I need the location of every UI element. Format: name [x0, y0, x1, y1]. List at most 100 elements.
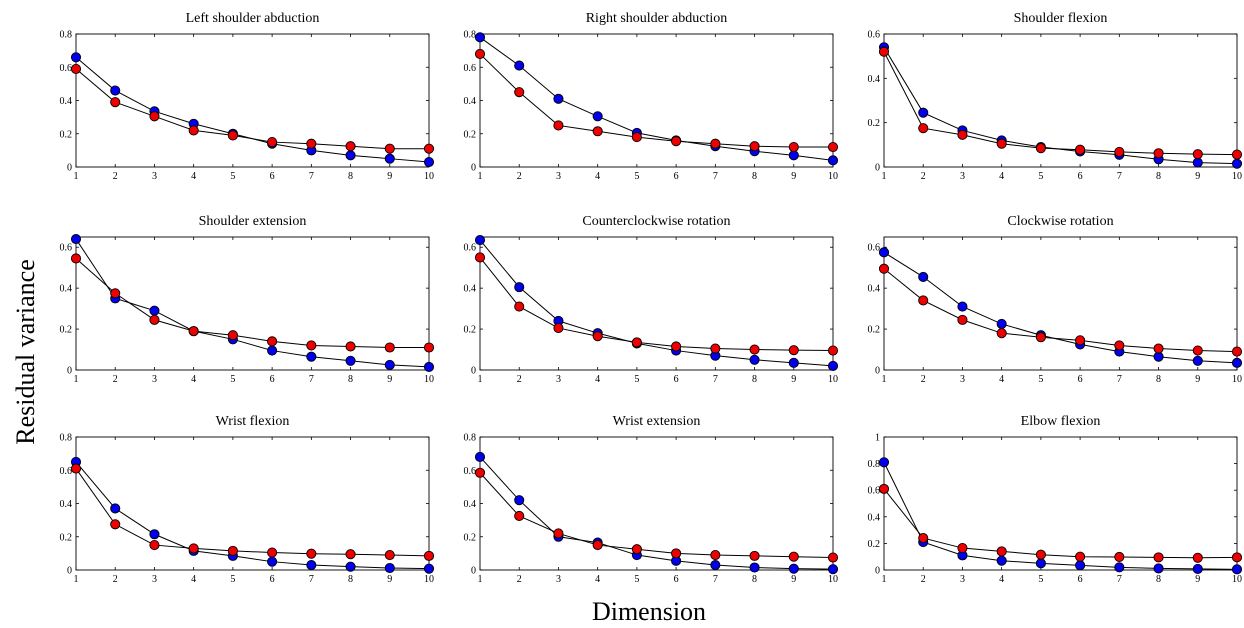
x-tick-label: 3	[152, 374, 157, 385]
data-point-blue	[788, 563, 799, 574]
data-point-red	[423, 342, 435, 353]
data-point-red	[70, 63, 82, 74]
data-point-blue	[423, 563, 435, 574]
y-tick-label: 0.4	[464, 499, 477, 510]
data-point-blue	[1231, 357, 1243, 368]
x-tick-label: 3	[960, 574, 965, 585]
y-tick-label: 0.6	[464, 243, 477, 254]
data-point-blue	[70, 233, 82, 245]
data-point-red	[149, 111, 160, 122]
x-tick-label: 8	[752, 171, 757, 182]
data-point-red	[514, 301, 525, 312]
data-point-blue	[384, 562, 395, 574]
data-point-red	[996, 546, 1007, 557]
x-tick-label: 8	[1156, 171, 1161, 182]
x-tick-label: 5	[1038, 574, 1043, 585]
x-tick-label: 2	[113, 171, 118, 182]
data-point-blue	[514, 60, 525, 71]
x-tick-label: 5	[634, 574, 639, 585]
data-point-red	[384, 342, 395, 353]
series-line-red	[883, 51, 1238, 156]
data-point-red	[110, 97, 121, 108]
data-point-red	[553, 528, 564, 539]
x-tick-label: 3	[556, 574, 561, 585]
y-tick-label: 0.2	[464, 532, 477, 543]
subplot-title: Counterclockwise rotation	[582, 214, 730, 229]
y-tick-label: 0.4	[60, 499, 73, 510]
data-point-red	[423, 550, 435, 561]
y-tick-label: 0.2	[464, 325, 477, 336]
figure-xlabel: Dimension	[592, 597, 706, 626]
data-point-blue	[149, 305, 160, 316]
subplot-title: Shoulder flexion	[1014, 11, 1108, 26]
x-tick-label: 8	[752, 374, 757, 385]
data-point-red	[710, 138, 721, 149]
data-point-red	[1153, 552, 1164, 563]
y-tick-label: 0	[875, 163, 880, 174]
series-line-blue	[75, 238, 430, 368]
y-tick-label: 0	[67, 366, 72, 377]
x-tick-label: 6	[270, 374, 275, 385]
x-tick-label: 2	[113, 374, 118, 385]
data-point-red	[788, 345, 799, 356]
subplot: Left shoulder abduction 1 2 3 4 5 6 7 8 9 10 0 0.2 0.…	[60, 11, 435, 182]
data-point-blue	[423, 156, 435, 168]
x-tick-label: 10	[424, 374, 434, 385]
data-point-red	[188, 543, 199, 554]
data-point-red	[788, 141, 799, 153]
data-point-blue	[1114, 562, 1125, 573]
data-point-blue	[1192, 157, 1203, 168]
subplot-title: Right shoulder abduction	[586, 11, 728, 26]
data-point-red	[878, 46, 890, 57]
data-point-red	[306, 340, 317, 351]
data-point-red	[267, 547, 278, 558]
data-point-blue	[1035, 558, 1046, 569]
x-tick-label: 5	[230, 374, 235, 385]
data-point-red	[514, 510, 525, 522]
series-line-blue	[479, 239, 834, 367]
data-point-blue	[1192, 563, 1203, 574]
data-point-red	[918, 533, 929, 544]
subplot: Counterclockwise rotation 1 2 3 4 5 6 7 8 9 10 0 0.2…	[464, 214, 839, 385]
data-point-blue	[1231, 564, 1243, 575]
data-point-blue	[423, 361, 435, 372]
plot-frame	[479, 236, 834, 371]
y-tick-label: 0.2	[60, 532, 73, 543]
data-point-red	[345, 549, 356, 560]
x-tick-label: 1	[882, 574, 887, 585]
x-tick-label: 5	[230, 574, 235, 585]
data-point-red	[671, 136, 682, 147]
data-point-blue	[474, 32, 486, 43]
data-point-red	[306, 138, 317, 149]
y-tick-label: 0.4	[60, 284, 73, 295]
x-tick-label: 3	[960, 171, 965, 182]
x-tick-label: 3	[960, 374, 965, 385]
data-point-blue	[827, 360, 839, 371]
data-point-blue	[996, 555, 1007, 566]
subplot-title: Shoulder extension	[199, 214, 307, 229]
y-tick-label: 0.8	[464, 30, 477, 41]
y-tick-label: 0.6	[868, 486, 881, 497]
subplot: Wrist flexion 1 2 3 4 5 6 7 8 9 10 0 0.2 0.4 0.6 0.8	[60, 414, 435, 585]
plot-frame	[883, 33, 1238, 168]
data-point-blue	[710, 559, 721, 571]
data-point-red	[1231, 552, 1243, 563]
data-point-blue	[553, 93, 564, 104]
y-tick-label: 0.8	[868, 459, 881, 470]
data-point-red	[514, 87, 525, 98]
data-point-red	[1114, 551, 1125, 563]
y-tick-label: 0.4	[60, 96, 73, 107]
data-point-red	[149, 314, 160, 325]
data-point-red	[827, 345, 839, 356]
data-point-red	[70, 463, 82, 474]
data-point-red	[878, 483, 890, 494]
y-tick-label: 0	[471, 566, 476, 577]
x-tick-label: 2	[517, 374, 522, 385]
y-tick-label: 0.6	[60, 63, 73, 74]
y-tick-label: 0.2	[868, 118, 881, 129]
x-tick-label: 10	[424, 171, 434, 182]
subplot: Right shoulder abduction 1 2 3 4 5 6 7 8 9 10 0 0.2 0…	[464, 11, 839, 182]
data-point-blue	[149, 529, 160, 540]
x-tick-label: 7	[309, 574, 314, 585]
